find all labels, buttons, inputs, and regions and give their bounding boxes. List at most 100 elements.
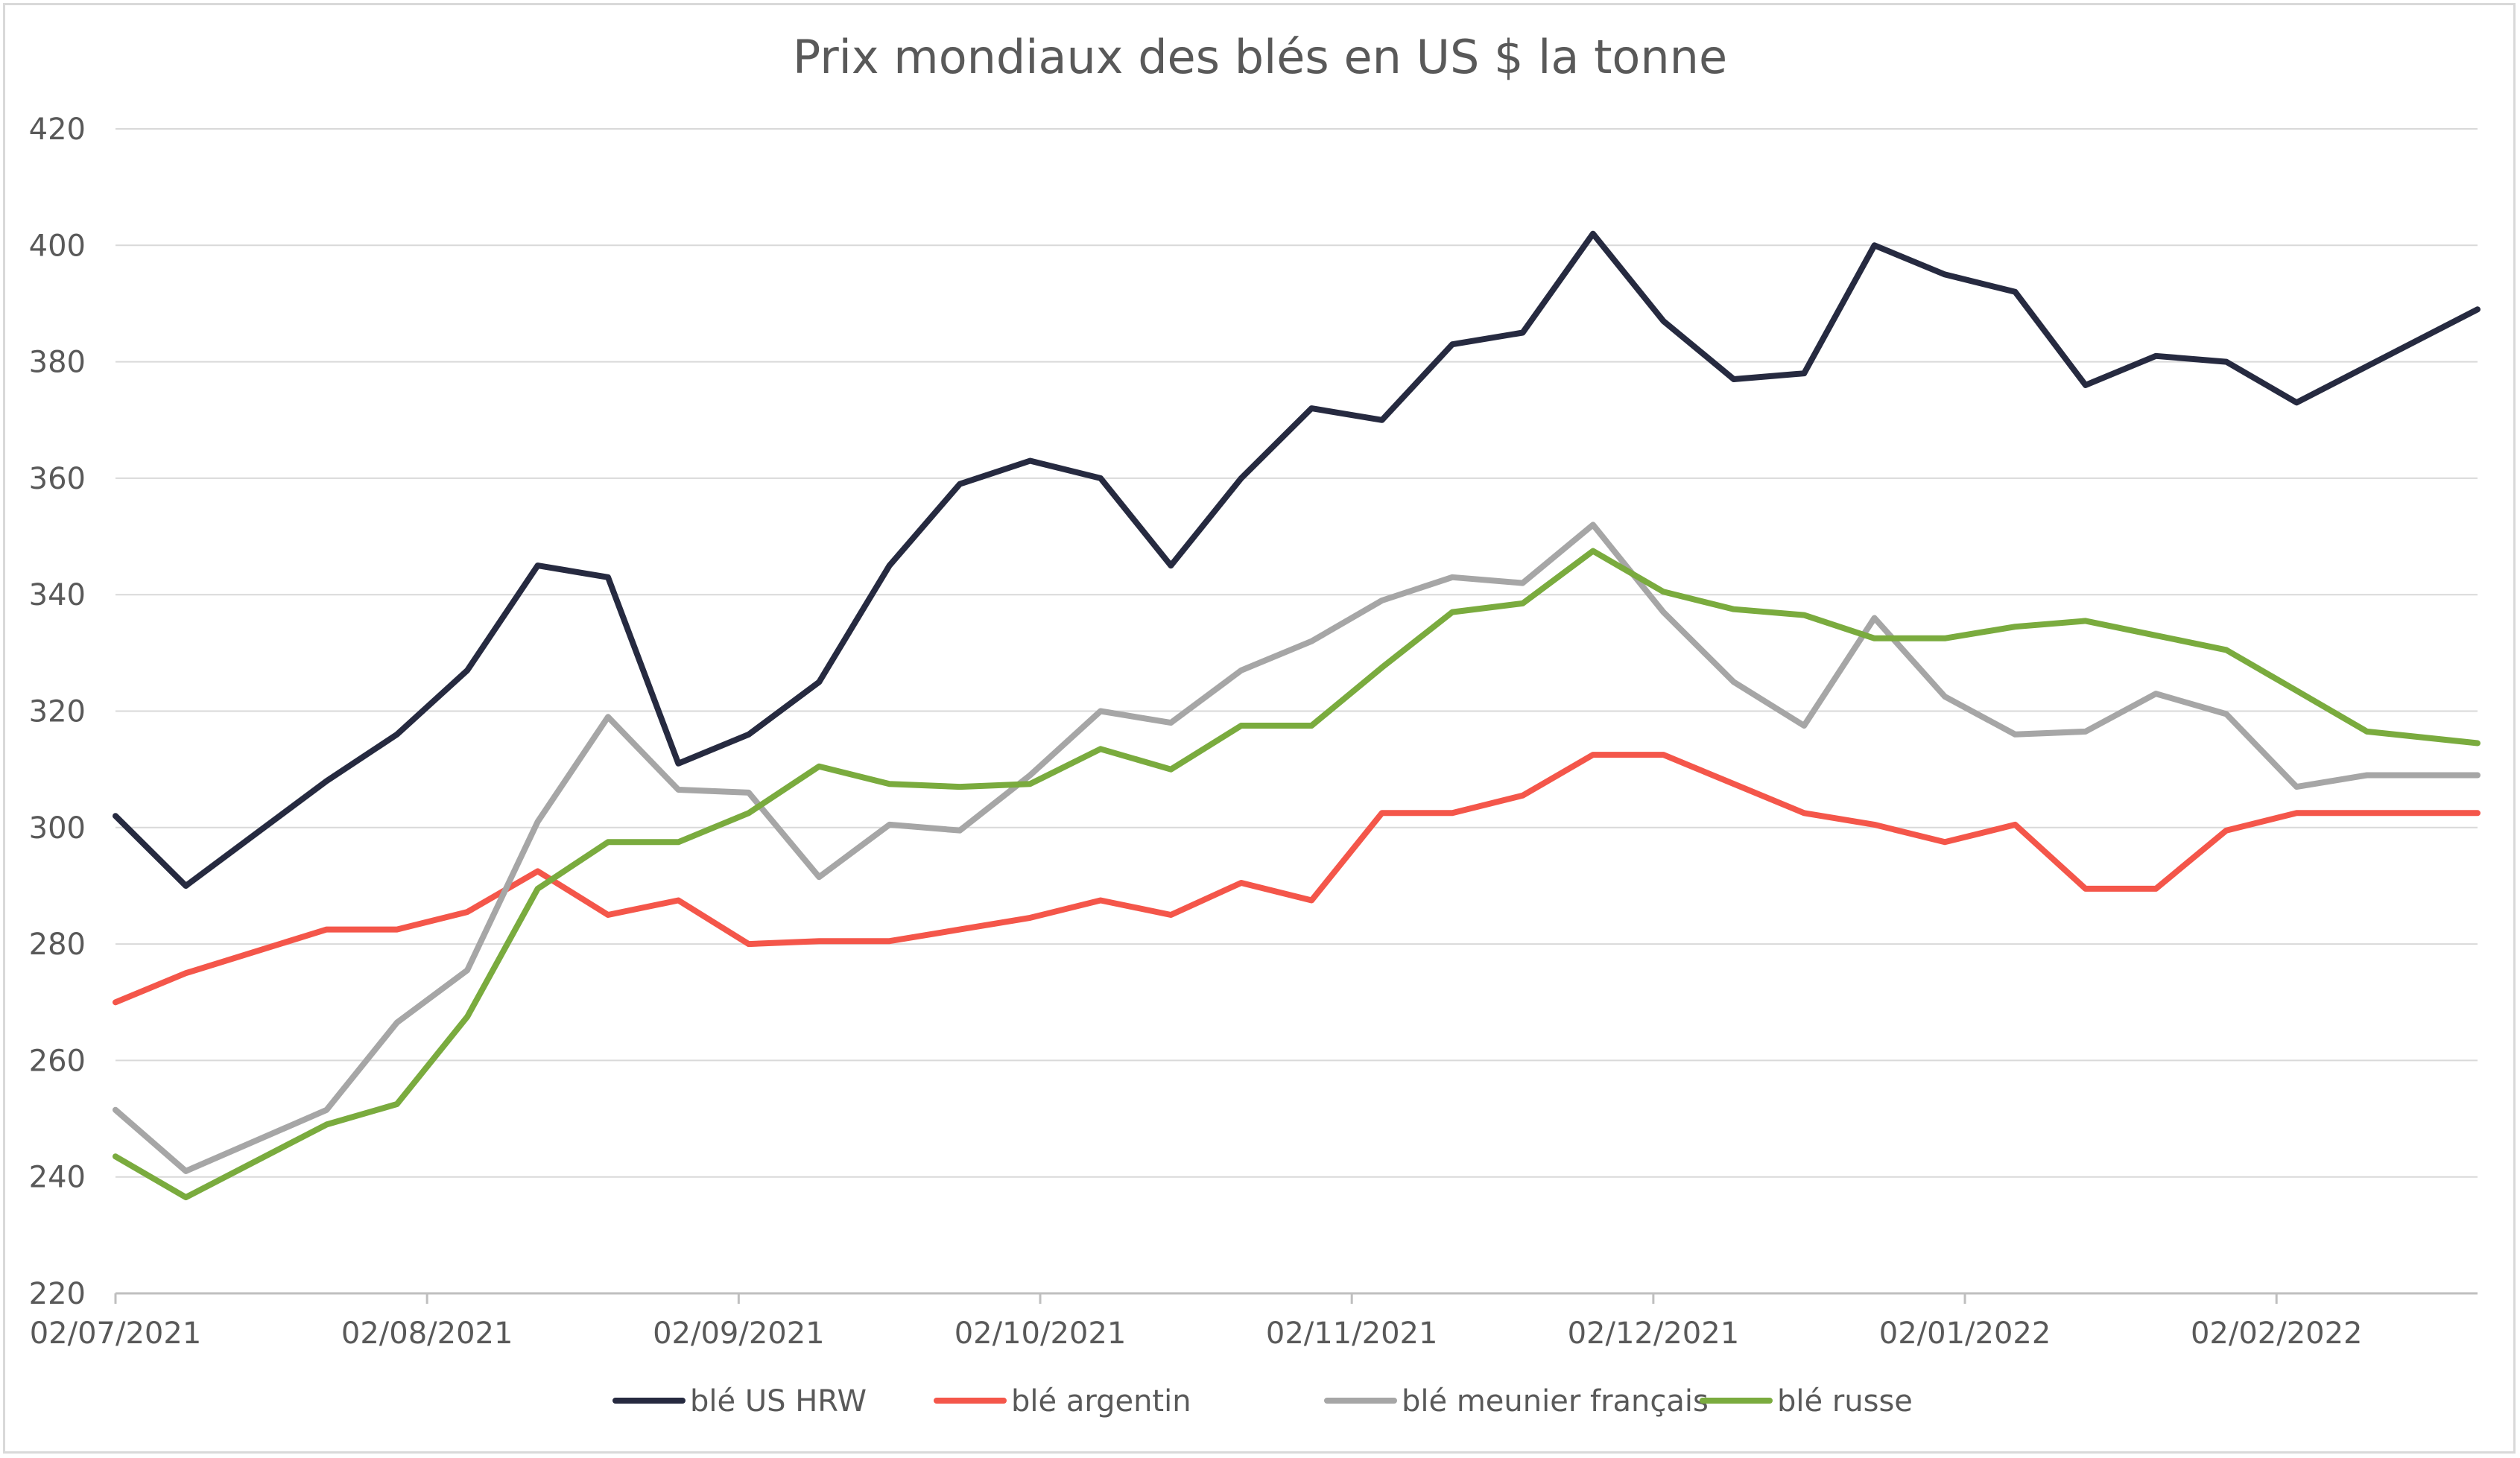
data-point-0-30 [2294, 400, 2299, 405]
data-point-1-9 [817, 939, 822, 944]
data-point-3-13 [1098, 747, 1103, 752]
legend-label-3: blé russe [1777, 1384, 1913, 1419]
data-point-2-24 [1872, 615, 1877, 621]
data-point-3-8 [746, 811, 751, 816]
x-tick-label-3: 02/10/2021 [955, 1316, 1127, 1351]
data-point-1-20 [1590, 752, 1595, 758]
data-point-2-28 [2153, 691, 2159, 697]
data-point-2-0 [113, 1107, 118, 1112]
data-point-0-1 [183, 883, 189, 888]
grid-lines [115, 128, 2478, 1178]
data-point-0-26 [2013, 289, 2018, 294]
legend-label-2: blé meunier français [1402, 1384, 1709, 1419]
series-line-2 [113, 522, 2481, 1174]
data-point-3-10 [887, 782, 892, 787]
data-point-2-18 [1450, 574, 1455, 580]
data-point-0-29 [2223, 359, 2229, 364]
y-tick-label-300: 300 [29, 811, 86, 846]
data-point-1-30 [2294, 811, 2299, 816]
data-point-2-8 [746, 790, 751, 795]
data-point-0-28 [2153, 353, 2159, 358]
y-tick-label-340: 340 [29, 578, 86, 612]
data-point-1-14 [1168, 913, 1174, 918]
data-point-2-15 [1238, 668, 1244, 673]
y-axis: 220 240 260 280 300 320 340 360 380 400 420 [29, 112, 86, 1311]
data-point-2-10 [887, 822, 892, 827]
data-point-2-17 [1379, 598, 1384, 603]
data-point-0-9 [817, 679, 822, 685]
data-point-0-17 [1379, 417, 1384, 422]
data-point-2-3 [394, 1020, 399, 1025]
data-point-3-17 [1379, 665, 1384, 670]
data-point-0-22 [1731, 377, 1736, 382]
data-point-1-6 [605, 913, 610, 918]
y-tick-label-400: 400 [29, 229, 86, 263]
data-point-1-4 [465, 910, 470, 915]
data-point-3-9 [817, 764, 822, 769]
data-point-0-18 [1450, 342, 1455, 347]
data-point-1-12 [1028, 915, 1033, 920]
data-point-0-14 [1168, 563, 1174, 568]
data-point-3-23 [1802, 612, 1807, 618]
data-point-2-5 [535, 819, 540, 824]
x-tick-label-0: 02/07/2021 [30, 1316, 202, 1351]
data-point-1-13 [1098, 898, 1103, 903]
data-point-0-20 [1590, 231, 1595, 236]
data-point-3-31 [2364, 729, 2369, 734]
series-line-0 [113, 230, 2481, 889]
data-point-1-22 [1731, 782, 1736, 787]
data-point-3-7 [676, 840, 681, 845]
data-point-2-11 [957, 828, 963, 833]
data-point-3-29 [2223, 647, 2229, 653]
data-point-1-0 [113, 1000, 118, 1005]
data-point-0-10 [887, 563, 892, 568]
data-point-3-25 [1943, 636, 1948, 641]
x-tick-label-5: 02/12/2021 [1568, 1316, 1740, 1351]
data-point-1-2 [324, 927, 329, 932]
data-point-1-16 [1309, 898, 1314, 903]
data-point-3-24 [1872, 636, 1877, 641]
data-point-1-24 [1872, 822, 1877, 827]
data-point-1-19 [1520, 793, 1525, 798]
data-point-1-18 [1450, 811, 1455, 816]
data-point-1-26 [2013, 822, 2018, 827]
data-point-1-23 [1802, 811, 1807, 816]
x-tick-label-4: 02/11/2021 [1266, 1316, 1438, 1351]
chart-title: Prix mondiaux des blés en US $ la tonne [793, 30, 1727, 84]
data-point-3-0 [113, 1154, 118, 1159]
data-point-3-30 [2294, 688, 2299, 694]
data-point-2-16 [1309, 638, 1314, 644]
data-point-2-32 [2475, 773, 2480, 778]
data-point-0-13 [1098, 475, 1103, 481]
data-point-3-20 [1590, 548, 1595, 554]
data-point-0-15 [1238, 475, 1244, 481]
data-point-2-19 [1520, 580, 1525, 586]
data-point-3-2 [324, 1122, 329, 1127]
x-tick-label-6: 02/01/2022 [1879, 1316, 2051, 1351]
legend: blé US HRW blé argentin blé meunier frança… [612, 1384, 1913, 1419]
data-point-0-23 [1802, 371, 1807, 376]
data-point-3-12 [1028, 782, 1033, 787]
data-point-2-27 [2083, 729, 2088, 734]
data-point-3-14 [1168, 767, 1174, 772]
data-point-1-5 [535, 869, 540, 874]
data-point-2-31 [2364, 773, 2369, 778]
data-point-0-11 [957, 481, 963, 486]
x-tick-label-7: 02/02/2022 [2191, 1316, 2363, 1351]
data-point-0-21 [1661, 318, 1666, 323]
data-point-0-7 [676, 761, 681, 766]
data-point-1-1 [183, 971, 189, 976]
data-point-3-18 [1450, 609, 1455, 615]
data-point-3-27 [2083, 618, 2088, 624]
x-tick-label-1: 02/08/2021 [341, 1316, 513, 1351]
data-point-2-25 [1943, 694, 1948, 699]
data-point-2-23 [1802, 723, 1807, 729]
x-axis: 02/07/2021 02/08/2021 02/09/2021 02/10/2021… [30, 1292, 2478, 1351]
data-point-2-13 [1098, 709, 1103, 714]
y-tick-label-360: 360 [29, 462, 86, 496]
data-point-0-8 [746, 732, 751, 737]
data-point-1-15 [1238, 881, 1244, 886]
data-point-1-27 [2083, 886, 2088, 891]
data-point-3-22 [1731, 606, 1736, 612]
